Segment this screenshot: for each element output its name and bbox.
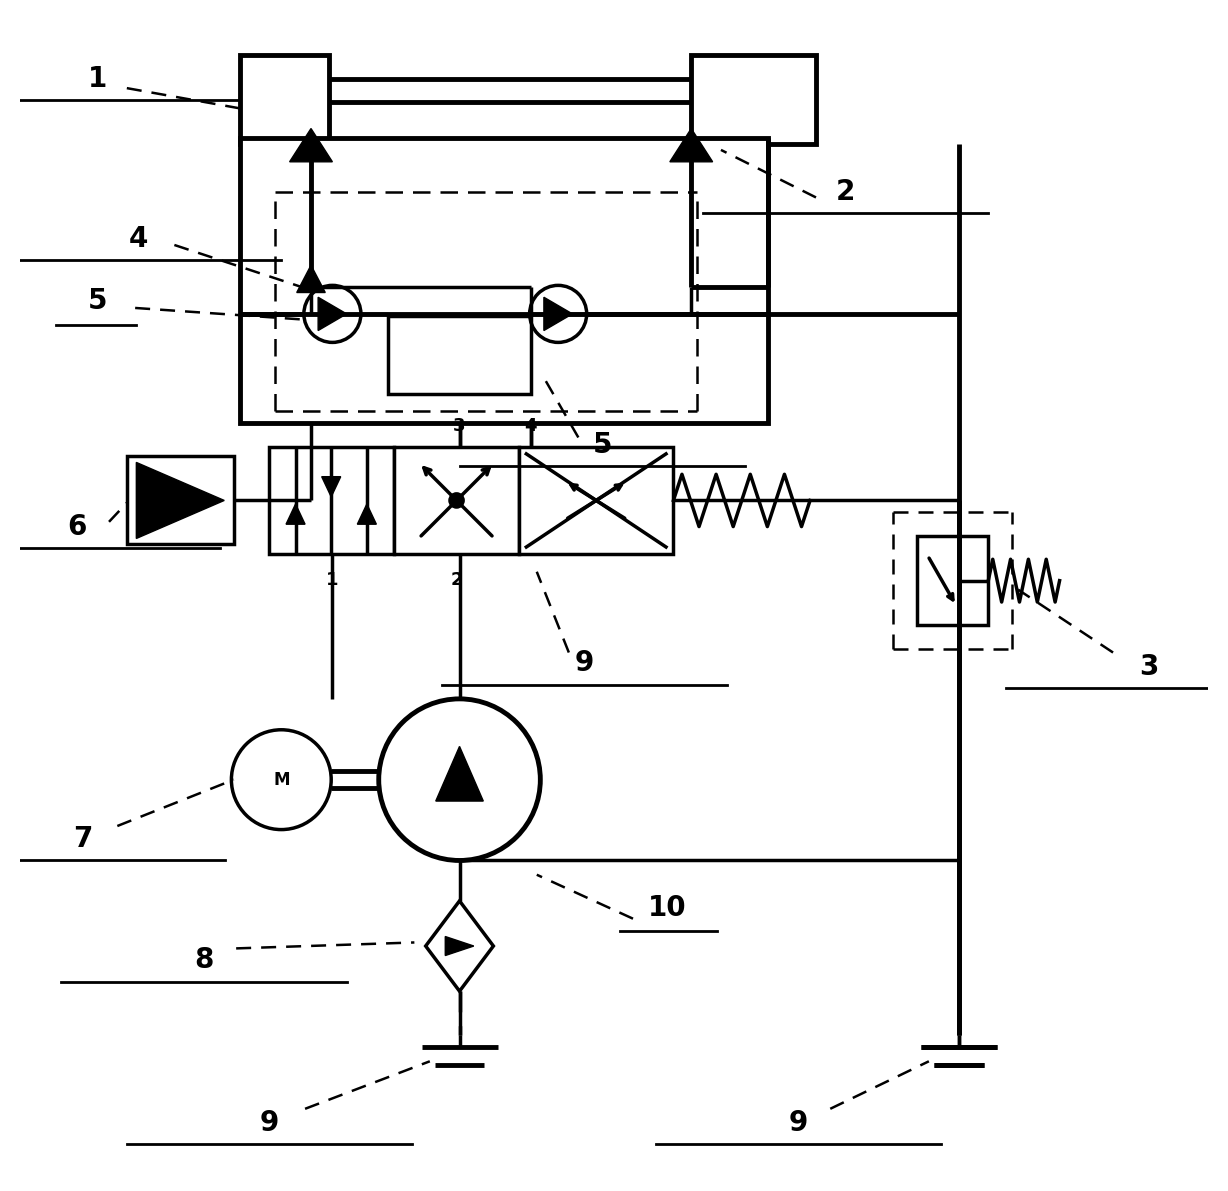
Text: 1: 1 xyxy=(325,570,338,590)
Polygon shape xyxy=(136,462,225,538)
Text: 10: 10 xyxy=(648,894,686,922)
Polygon shape xyxy=(357,504,376,524)
Text: 9: 9 xyxy=(575,649,594,678)
Bar xyxy=(519,447,673,554)
Polygon shape xyxy=(286,504,305,524)
Text: 4: 4 xyxy=(524,417,537,435)
Text: 6: 6 xyxy=(68,512,87,541)
Text: 8: 8 xyxy=(194,947,214,974)
Text: 2: 2 xyxy=(451,570,463,590)
Text: 7: 7 xyxy=(74,825,92,853)
Polygon shape xyxy=(297,266,325,293)
Text: 3: 3 xyxy=(1140,653,1158,681)
Text: 3: 3 xyxy=(453,417,465,435)
Bar xyxy=(394,447,519,554)
Bar xyxy=(691,55,815,144)
Text: M: M xyxy=(273,771,290,788)
Polygon shape xyxy=(446,936,474,955)
Text: 4: 4 xyxy=(129,225,149,252)
Bar xyxy=(388,317,530,393)
Circle shape xyxy=(448,492,465,509)
Polygon shape xyxy=(669,129,712,162)
Polygon shape xyxy=(544,298,572,331)
Bar xyxy=(239,55,329,144)
Bar xyxy=(126,456,233,544)
Text: 9: 9 xyxy=(260,1109,279,1137)
Polygon shape xyxy=(322,476,340,497)
Text: 5: 5 xyxy=(87,287,107,314)
Text: 2: 2 xyxy=(836,177,856,206)
Polygon shape xyxy=(318,298,346,331)
Bar xyxy=(269,447,394,554)
Polygon shape xyxy=(436,747,484,802)
Text: 1: 1 xyxy=(87,64,107,93)
Bar xyxy=(239,138,769,423)
Bar xyxy=(917,536,989,625)
Text: 9: 9 xyxy=(788,1109,808,1137)
Polygon shape xyxy=(290,129,333,162)
Text: 5: 5 xyxy=(592,431,612,459)
